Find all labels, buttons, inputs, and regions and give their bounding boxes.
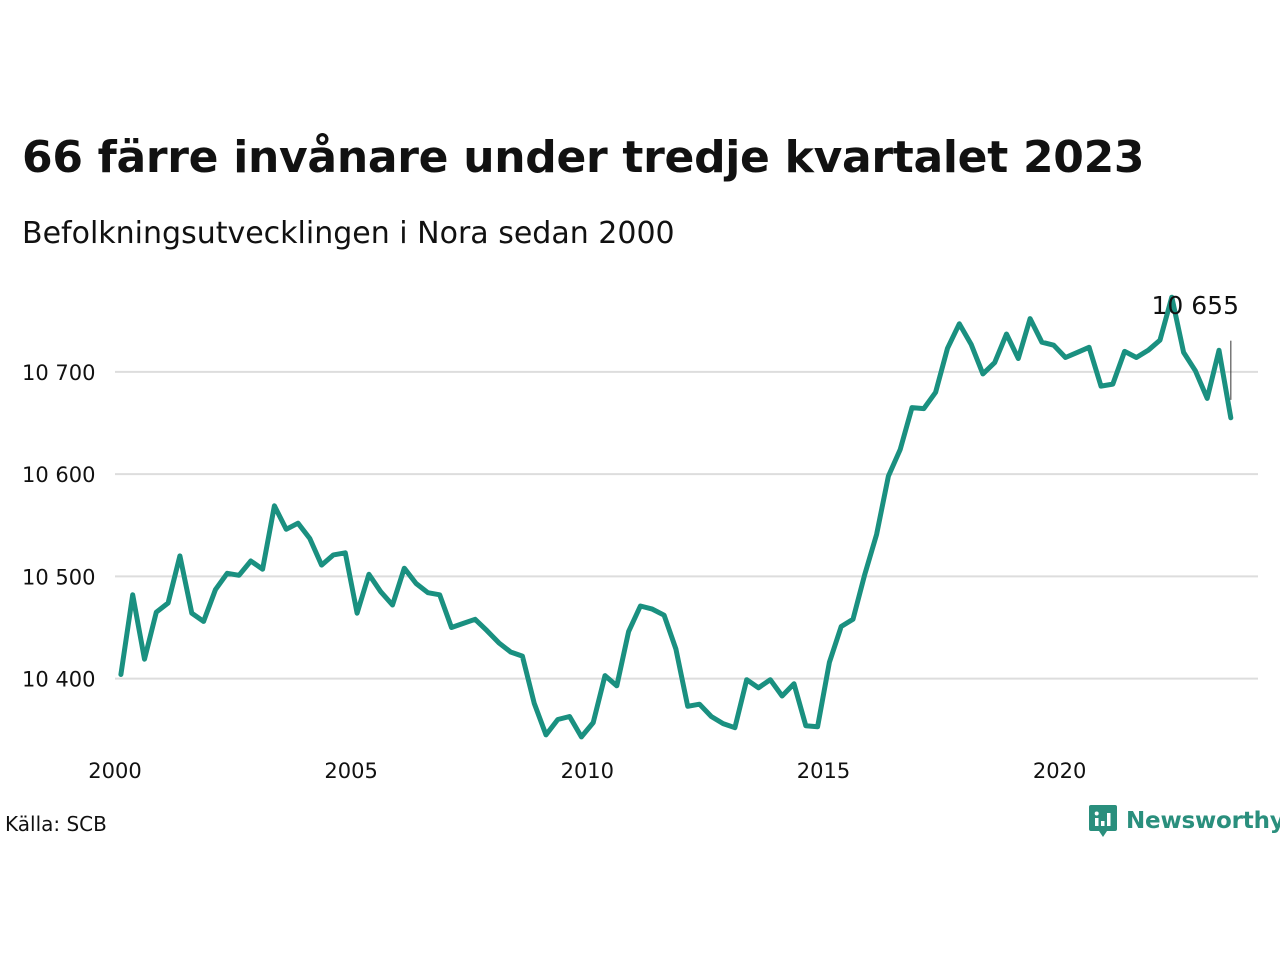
x-tick-label: 2010 [561, 759, 614, 783]
x-tick-label: 2000 [88, 759, 141, 783]
newsworthy-logo[interactable]: Newsworthy [1088, 804, 1280, 838]
y-tick-label: 10 700 [22, 361, 95, 385]
y-tick-label: 10 400 [22, 668, 95, 692]
x-tick-label: 2005 [324, 759, 377, 783]
series-line [118, 294, 1234, 740]
y-axis-labels: 10 400 10 500 10 600 10 700 [22, 361, 95, 692]
newsworthy-logo-icon [1089, 805, 1117, 837]
annotation-layer: 10 655 [1152, 291, 1239, 400]
y-tick-label: 10 500 [22, 565, 95, 589]
brand-name: Newsworthy [1126, 808, 1280, 834]
x-tick-label: 2020 [1033, 759, 1086, 783]
series-layer [118, 294, 1234, 740]
y-tick-label: 10 600 [22, 463, 95, 487]
x-axis-labels: 2000 2005 2010 2015 2020 [88, 759, 1086, 783]
end-value-label: 10 655 [1152, 291, 1239, 320]
chart-subtitle: Befolkningsutvecklingen i Nora sedan 200… [22, 216, 675, 251]
grid-lines [115, 370, 1258, 680]
chart-title: 66 färre invånare under tredje kvartalet… [22, 132, 1145, 183]
x-tick-label: 2015 [797, 759, 850, 783]
line-chart: 10 400 10 500 10 600 10 700 2000 2005 2010 201… [22, 291, 1258, 783]
source-note: Källa: SCB [5, 812, 107, 836]
